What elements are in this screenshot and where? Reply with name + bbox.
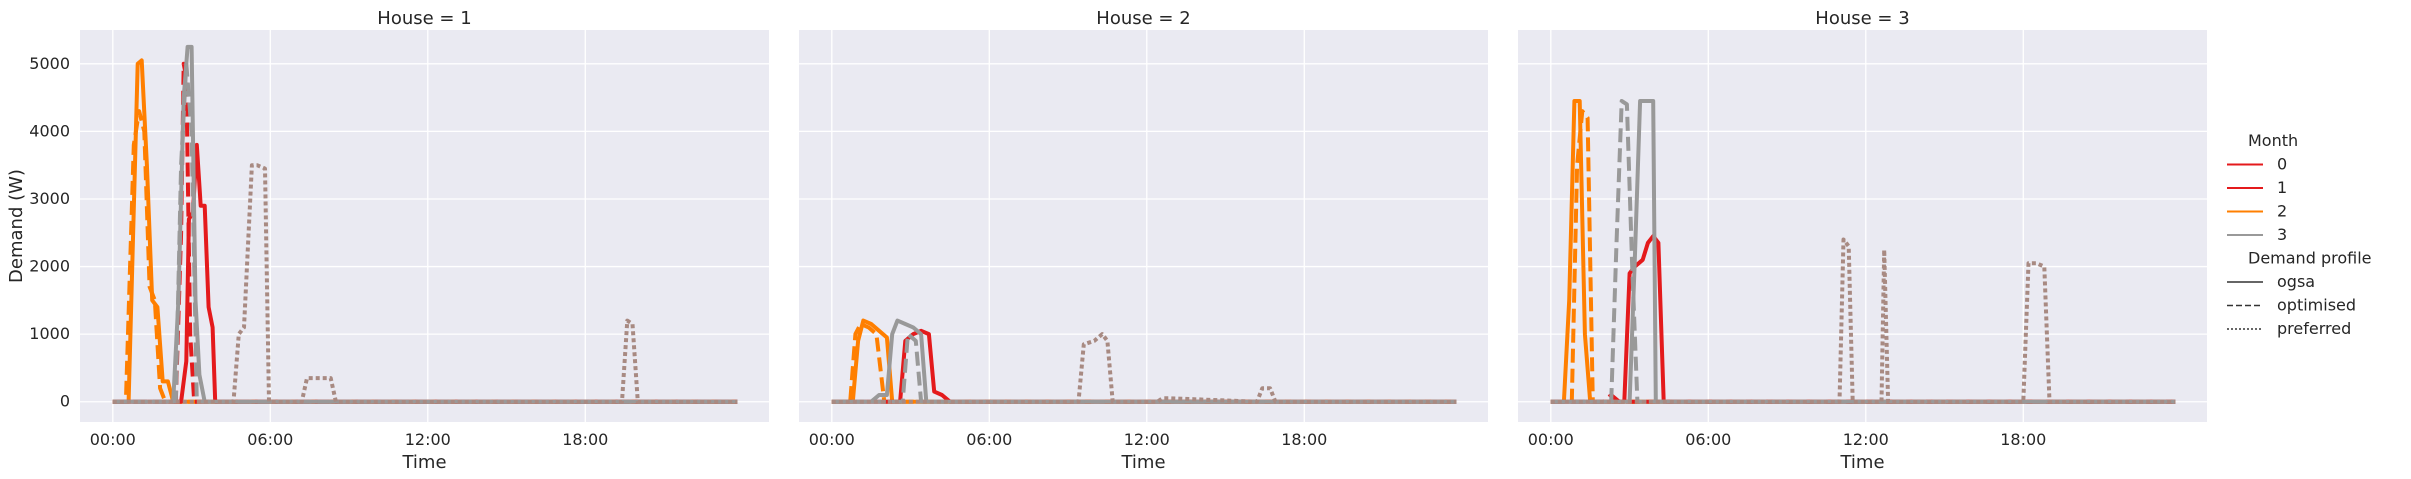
series-line-month-3-ogsa (1550, 99, 2176, 404)
series-line-month-1-ogsa (112, 142, 738, 404)
panel-house-1: House = 1 00:00 06:00 12:00 18:00 Time 0 1000 20… (6, 8, 769, 473)
x-tick-label: 12:00 (1124, 430, 1170, 449)
x-axis-label: Time (1839, 452, 1884, 473)
x-tick-label: 00:00 (90, 430, 136, 449)
x-tick-label: 06:00 (966, 430, 1012, 449)
legend-label: 0 (2277, 155, 2287, 174)
legend-label: 1 (2277, 178, 2287, 197)
series-line-month-2-ogsa (112, 58, 738, 404)
panel-house-3: House = 3 00:00 06:00 12:00 18:00 Time (1518, 8, 2207, 473)
x-tick-label: 06:00 (247, 430, 293, 449)
series-line-month-2-ogsa (831, 318, 1457, 404)
panel-title: House = 1 (377, 8, 471, 29)
y-tick-label: 2000 (29, 257, 70, 276)
x-tick-label: 18:00 (2000, 430, 2046, 449)
series-line-month-3-preferred (831, 332, 1457, 404)
x-tick-label: 06:00 (1685, 430, 1731, 449)
legend-label: 3 (2277, 225, 2287, 244)
y-tick-label: 4000 (29, 121, 70, 140)
series-line-month-2-optimised (112, 109, 738, 404)
legend: Month 0 1 2 3 Demand profile ogsa optimised pref… (2227, 131, 2371, 338)
x-tick-label: 12:00 (1843, 430, 1889, 449)
y-tick-label: 0 (60, 392, 70, 411)
legend-label: preferred (2277, 319, 2351, 338)
x-tick-label: 00:00 (1528, 430, 1574, 449)
legend-label: 2 (2277, 202, 2287, 221)
legend-label: ogsa (2277, 272, 2315, 291)
series-line-month-2-optimised (831, 322, 1457, 404)
x-axis-label: Time (1120, 452, 1165, 473)
legend-title-month: Month (2248, 131, 2298, 150)
series-line-month-3-optimised (831, 332, 1457, 404)
x-tick-label: 18:00 (562, 430, 608, 449)
panel-house-2: House = 2 00:00 06:00 12:00 18:00 Time (799, 8, 1488, 473)
series-line-month-1-ogsa (1550, 234, 2176, 404)
plot-background (1518, 30, 2207, 422)
x-tick-label: 18:00 (1281, 430, 1327, 449)
x-tick-label: 00:00 (809, 430, 855, 449)
y-tick-label: 3000 (29, 189, 70, 208)
y-tick-label: 5000 (29, 54, 70, 73)
series-line-month-3-ogsa (831, 318, 1457, 404)
y-tick-label: 1000 (29, 324, 70, 343)
x-tick-label: 12:00 (405, 430, 451, 449)
series-line-month-3-optimised (1550, 99, 2176, 404)
panel-title: House = 2 (1096, 8, 1190, 29)
plot-background (799, 30, 1488, 422)
series-line-month-3-preferred (1550, 237, 2176, 404)
legend-title-demand-profile: Demand profile (2248, 249, 2371, 268)
series-line-month-3-preferred (112, 163, 738, 404)
series-line-month-2-ogsa (1550, 99, 2176, 404)
x-axis-label: Time (401, 452, 446, 473)
panel-title: House = 3 (1815, 8, 1909, 29)
legend-label: optimised (2277, 296, 2356, 315)
y-axis-label: Demand (W) (6, 169, 27, 283)
series-line-month-1-ogsa (831, 328, 1457, 404)
